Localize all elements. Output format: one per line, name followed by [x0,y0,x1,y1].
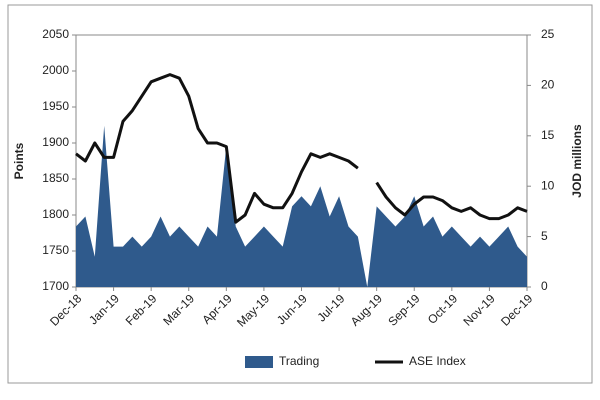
y2-axis-label: JOD millions [570,124,584,198]
y-tick-label: 1800 [42,207,69,221]
y2-tick-label: 25 [541,27,555,41]
x-tick-label: Aug-19 [348,291,385,328]
x-tick-label: Nov-19 [461,291,498,328]
y-axis-label: Points [12,142,26,179]
y2-tick-label: 20 [541,78,555,92]
x-tick-label: Jan-19 [86,291,122,327]
x-tick-label: Sep-19 [385,291,422,328]
y-tick-label: 1950 [42,99,69,113]
y2-tick-label: 10 [541,178,555,192]
x-tick-label: Feb-19 [123,291,160,328]
y-tick-label: 1700 [42,279,69,293]
area [76,125,527,287]
legend-label: Trading [279,354,319,368]
x-tick-label: Dec-19 [498,291,535,328]
y-tick-label: 2050 [42,27,69,41]
x-tick-label: Jul-19 [314,291,347,324]
frame [7,4,593,384]
y2-tick-label: 15 [541,128,555,142]
y-tick-label: 1900 [42,135,69,149]
x-tick-label: Apr-19 [199,291,235,327]
x-tick-label: Mar-19 [160,291,197,328]
line [75,73,528,224]
y-tick-label: 1850 [42,171,69,185]
y2-tick-label: 0 [541,279,548,293]
x-tick-label: Oct-19 [425,291,461,327]
y-tick-label: 2000 [42,63,69,77]
y2-tick-label: 5 [541,229,548,243]
legend-swatch [245,356,273,368]
y-tick-label: 1750 [42,243,69,257]
legend-label: ASE Index [409,354,466,368]
x-tick-label: Jun-19 [274,291,310,327]
x-tick-label: May-19 [234,291,272,329]
x-tick-label: Dec-18 [47,291,84,328]
